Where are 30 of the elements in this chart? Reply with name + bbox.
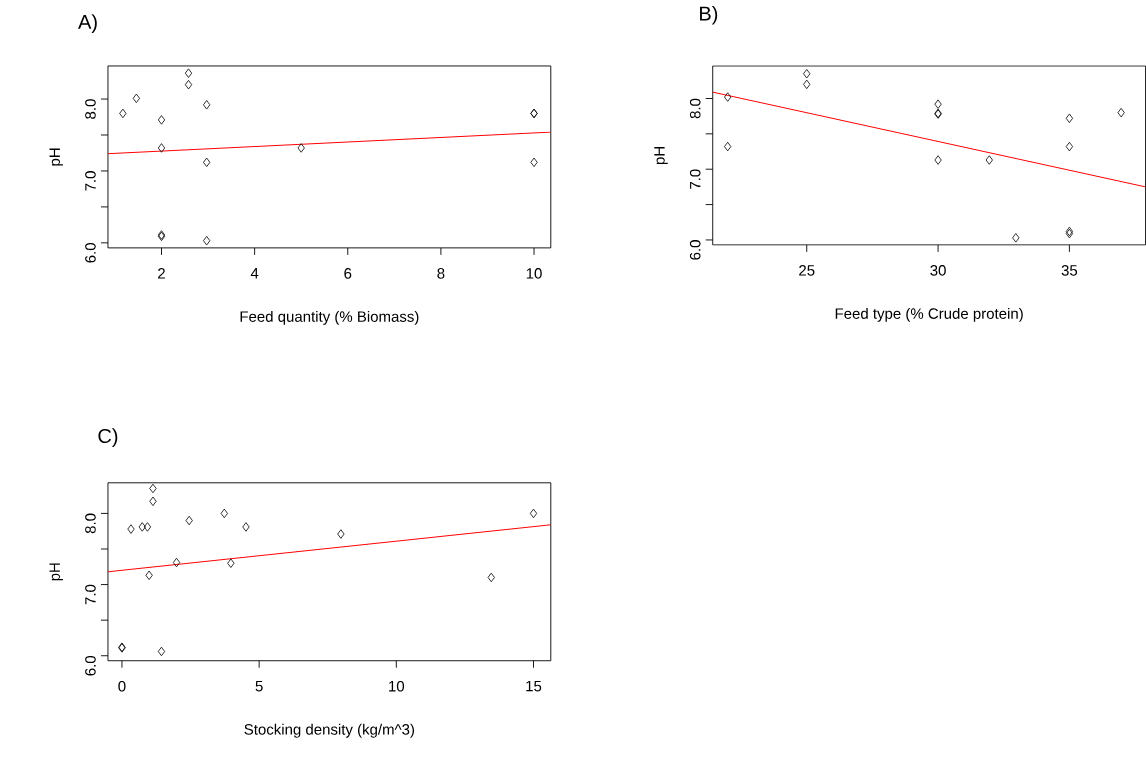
x-axis-title: Feed quantity (% Biomass) [240, 311, 419, 326]
x-tick-label: 10 [389, 681, 405, 692]
x-tick-label: 25 [799, 265, 815, 276]
x-tick-label: 8 [437, 268, 445, 279]
x-tick-label: 0 [118, 681, 126, 692]
y-tick-label: 8.0 [689, 98, 701, 119]
y-axis-title: pH [49, 148, 63, 166]
y-tick-label: 7.0 [85, 171, 96, 191]
y-tick-label: 6.0 [689, 240, 701, 260]
chart-title: C) [98, 428, 118, 448]
x-tick-label: 2 [158, 268, 165, 279]
x-tick-label: 5 [255, 681, 263, 692]
chart-title: A) [78, 14, 97, 34]
y-tick-label: 7.0 [689, 169, 701, 190]
x-tick-label: 10 [526, 268, 542, 279]
y-tick-label: 8.0 [85, 513, 96, 534]
x-axis-title: Stocking density (kg/m^3) [244, 723, 415, 738]
x-axis-title: Feed type (% Crude protein) [835, 308, 1023, 323]
y-tick-label: 8.0 [85, 99, 96, 119]
y-axis-title: pH [654, 147, 668, 165]
y-tick-label: 7.0 [85, 584, 96, 605]
x-tick-label: 4 [250, 268, 259, 279]
x-tick-label: 15 [526, 681, 542, 692]
x-tick-label: 35 [1061, 265, 1078, 276]
x-tick-label: 30 [930, 265, 946, 276]
y-tick-label: 6.0 [85, 656, 96, 676]
x-tick-label: 6 [344, 268, 352, 279]
y-tick-label: 6.0 [85, 243, 96, 263]
y-axis-title: pH [49, 563, 63, 581]
chart-title: B) [700, 6, 718, 25]
